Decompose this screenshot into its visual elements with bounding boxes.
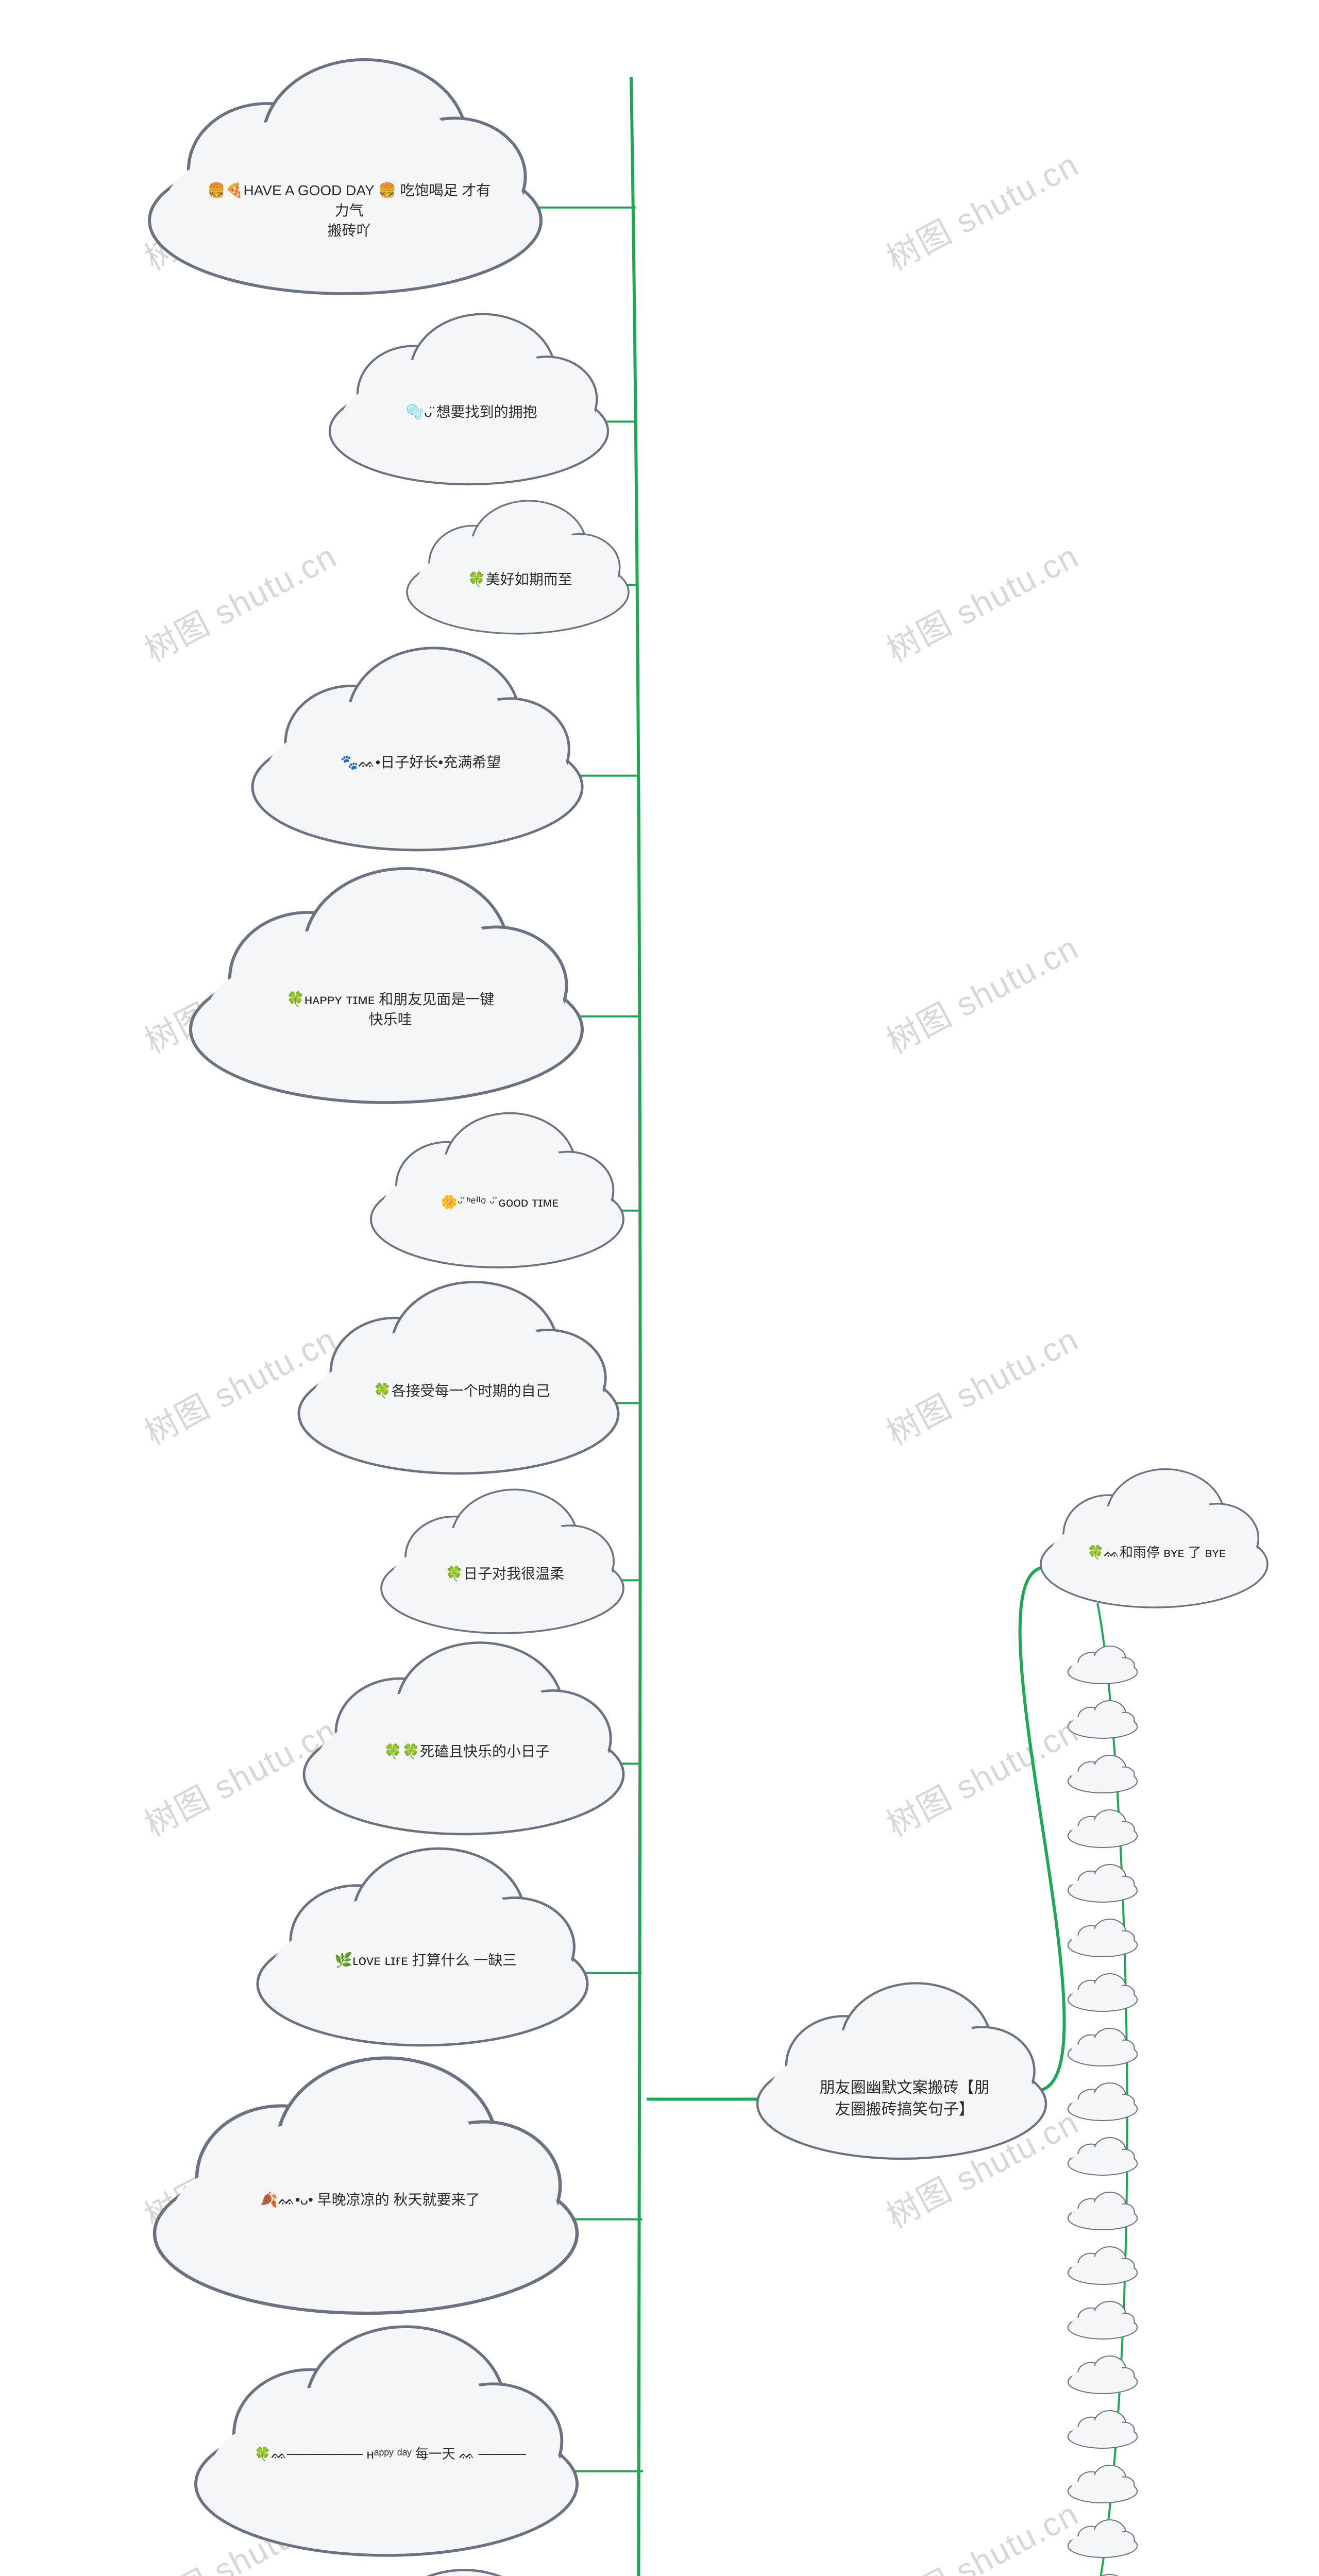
watermark: 树图 shutu.cn <box>877 530 1086 671</box>
right-small-node-7 <box>1068 1974 1137 2011</box>
left-node-8-label: 🍀日子对我很温柔 <box>415 1564 595 1584</box>
left-node-1 <box>149 60 541 294</box>
left-node-5 <box>191 869 582 1103</box>
connector-layer <box>0 0 1319 2576</box>
left-node-6 <box>371 1113 623 1267</box>
root-node <box>757 1983 1046 2159</box>
left-node-7-label: 🍀各接受每一个时期的自己 <box>344 1381 580 1401</box>
watermark: 树图 shutu.cn <box>877 1313 1086 1454</box>
left-node-10 <box>258 1849 587 2045</box>
right-small-node-10 <box>1068 2138 1137 2175</box>
left-node-3 <box>407 501 629 634</box>
left-node-11 <box>155 2058 577 2313</box>
right-small-node-8 <box>1068 2028 1137 2066</box>
right-small-node-3 <box>1068 1755 1137 1793</box>
left-node-5-label: 🍀ʜᴀᴘᴘʏ ᴛɪᴍᴇ 和朋友见面是一键快乐哇 <box>245 989 535 1029</box>
right-small-node-1 <box>1068 1646 1137 1684</box>
left-node-12-label: 🍀ᨐ──────── ʜᵃᵖᵖʸ ᵈᵃʸ 每一天 ᨐ ───── <box>249 2445 532 2463</box>
watermark: 树图 shutu.cn <box>877 2488 1086 2576</box>
watermark: 树图 shutu.cn <box>877 922 1086 1063</box>
left-node-1-label: 🍔🍕HAVE A GOOD DAY 🍔 吃饱喝足 才有力气搬砖吖 <box>204 180 494 241</box>
left-node-4 <box>252 648 582 850</box>
watermark: 树图 shutu.cn <box>135 1313 344 1454</box>
right-small-node-6 <box>1068 1919 1137 1957</box>
right-node-0 <box>1041 1469 1267 1607</box>
left-node-6-label: 🌼ᵕ̈ ᑋᵉᑊᑊᵒ ᵕ̈ ɢᴏᴏᴅ ᴛɪᴍᴇ <box>407 1193 594 1211</box>
watermark: 树图 shutu.cn <box>877 139 1086 280</box>
right-node-0-label: 🍀ᨐ和雨停 ʙʏᴇ 了 ʙʏᴇ <box>1068 1543 1245 1562</box>
watermark: 树图 shutu.cn <box>877 1705 1086 1846</box>
right-small-node-4 <box>1068 1810 1137 1848</box>
left-node-9-label: 🍀🍀死磕且快乐的小日子 <box>349 1741 585 1761</box>
left-node-2-label: 🫧ᴗ̈ 想要找到的拥抱 <box>369 402 575 422</box>
right-small-node-17 <box>1068 2520 1137 2557</box>
right-small-node-2 <box>1068 1701 1137 1738</box>
right-small-node-13 <box>1068 2301 1137 2339</box>
left-node-11-label: 🍂ᨐ•ᴗ• 早晚凉凉的 秋天就要来了 <box>214 2190 527 2210</box>
left-node-9 <box>304 1642 623 1834</box>
right-small-node-12 <box>1068 2247 1137 2284</box>
left-node-13 <box>289 2570 608 2576</box>
left-node-10-label: 🌿ʟᴏᴠᴇ ʟɪғᴇ 打算什么 一缺三 <box>304 1950 548 1970</box>
left-node-7 <box>299 1282 618 1473</box>
watermark: 树图 shutu.cn <box>135 1705 344 1846</box>
right-small-node-11 <box>1068 2192 1137 2230</box>
right-small-node-16 <box>1068 2465 1137 2503</box>
right-small-node-14 <box>1068 2356 1137 2394</box>
left-node-2 <box>330 314 608 484</box>
watermark: 树图 shutu.cn <box>135 2488 344 2576</box>
left-node-8 <box>381 1489 623 1633</box>
left-node-12 <box>196 2327 577 2555</box>
watermark: 树图 shutu.cn <box>135 2096 344 2238</box>
left-node-3-label: 🍀美好如期而至 <box>438 569 602 589</box>
left-node-4-label: 🐾ᨐ•日子好长•充满希望 <box>299 752 543 772</box>
watermark: 树图 shutu.cn <box>135 530 344 671</box>
right-small-node-15 <box>1068 2411 1137 2448</box>
root-node-label: 朋友圈幽默文案搬砖【朋友圈搬砖搞笑句子】 <box>804 2077 1006 2121</box>
right-small-node-5 <box>1068 1865 1137 1902</box>
right-small-node-9 <box>1068 2083 1137 2121</box>
